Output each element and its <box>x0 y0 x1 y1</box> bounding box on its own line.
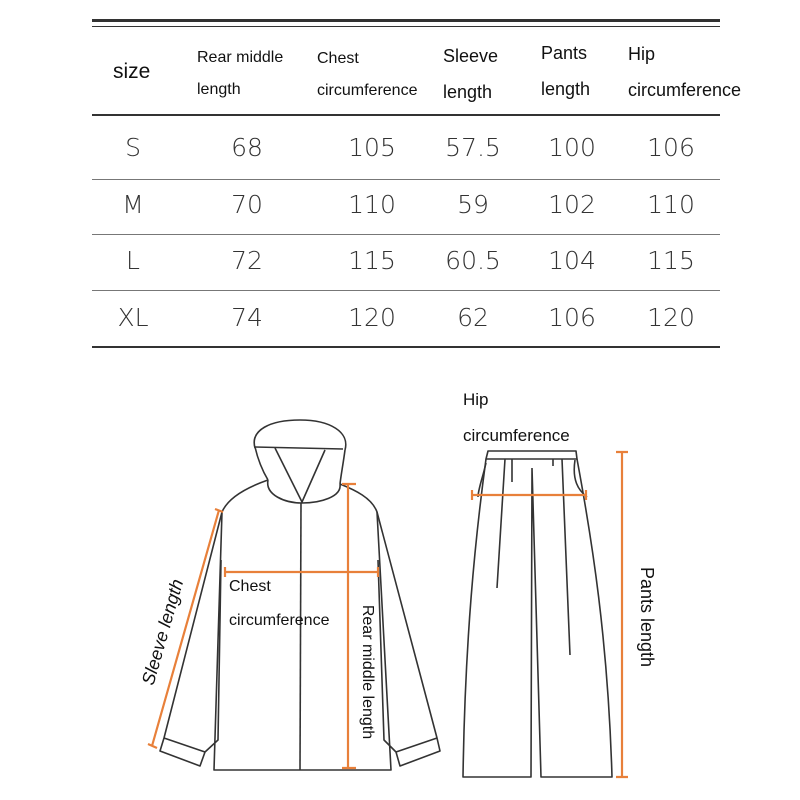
cell-sleeve-length: 57.5 <box>445 133 501 162</box>
table-bottom-rule <box>92 346 720 348</box>
jacket-collar <box>254 446 346 504</box>
jacket-right-sleeve <box>376 511 441 767</box>
cell-hip-circumference: 106 <box>647 133 695 162</box>
hip-line <box>470 490 588 500</box>
header-line: length <box>541 79 591 99</box>
cell-size: L <box>126 246 140 275</box>
cell-rear-middle-length: 74 <box>231 303 263 332</box>
table-top-rule-thin <box>92 26 720 27</box>
row-rule <box>92 290 720 291</box>
pants-length-label: Pants length <box>637 566 658 668</box>
chest-line <box>223 567 380 577</box>
jacket-left-sleeve <box>159 511 223 767</box>
row-rule <box>92 234 720 235</box>
jacket-zipper <box>299 502 302 771</box>
sleeve-length-line <box>147 507 224 750</box>
header-line: Rear middle <box>197 49 284 66</box>
header-line: Pants <box>541 43 588 63</box>
header-sleeve-length: Sleeve length <box>443 38 498 110</box>
header-pants-length: Pants length <box>541 35 590 107</box>
header-line: circumference <box>317 82 418 99</box>
cell-size: S <box>125 133 141 162</box>
pants-length-line <box>616 450 628 779</box>
cell-sleeve-length: 60.5 <box>445 246 501 275</box>
chest-label-line: circumference <box>229 612 330 629</box>
header-line: Chest <box>317 50 359 67</box>
hip-label-line: Hip <box>463 390 489 409</box>
cell-rear-middle-length: 72 <box>231 246 263 275</box>
cell-pants-length: 106 <box>548 303 596 332</box>
jacket-hood <box>253 419 347 451</box>
cell-sleeve-length: 59 <box>457 190 489 219</box>
header-line: length <box>197 81 241 98</box>
header-line: length <box>443 82 493 102</box>
jacket-body <box>213 479 392 771</box>
header-size: size <box>113 60 151 83</box>
cell-rear-middle-length: 70 <box>231 190 263 219</box>
cell-chest-circumference: 120 <box>348 303 396 332</box>
cell-hip-circumference: 115 <box>647 246 695 275</box>
chest-label: Chest circumference <box>229 570 329 638</box>
header-hip-circumference: Hip circumference <box>628 36 741 108</box>
header-rear-middle-length: Rear middle length <box>197 42 283 106</box>
header-line: Hip <box>628 44 656 64</box>
header-chest-circumference: Chest circumference <box>317 43 417 107</box>
hip-label: Hip circumference <box>463 382 570 454</box>
cell-sleeve-length: 62 <box>457 303 489 332</box>
pants-drawing <box>462 450 613 778</box>
cell-hip-circumference: 120 <box>647 303 695 332</box>
jacket-drawing <box>159 419 441 771</box>
rear-middle-label: Rear middle length <box>359 604 377 740</box>
chest-label-line: Chest <box>229 578 271 595</box>
hip-label-line: circumference <box>463 426 570 445</box>
cell-chest-circumference: 115 <box>348 246 396 275</box>
cell-hip-circumference: 110 <box>647 190 695 219</box>
measure-lines <box>147 450 628 779</box>
cell-pants-length: 104 <box>548 246 596 275</box>
cell-chest-circumference: 105 <box>348 133 396 162</box>
pants-pleats <box>496 458 571 656</box>
cell-chest-circumference: 110 <box>348 190 396 219</box>
row-rule <box>92 179 720 180</box>
header-rule <box>92 114 720 116</box>
cell-size: XL <box>117 303 149 332</box>
table-top-rule <box>92 19 720 22</box>
cell-pants-length: 100 <box>548 133 596 162</box>
jacket-hood-base <box>254 446 344 450</box>
cell-pants-length: 102 <box>548 190 596 219</box>
header-line: circumference <box>628 80 742 100</box>
cell-rear-middle-length: 68 <box>231 133 263 162</box>
pants-outline <box>462 458 613 778</box>
header-line: Sleeve <box>443 46 499 66</box>
rear-middle-line <box>342 482 356 770</box>
cell-size: M <box>122 190 144 219</box>
